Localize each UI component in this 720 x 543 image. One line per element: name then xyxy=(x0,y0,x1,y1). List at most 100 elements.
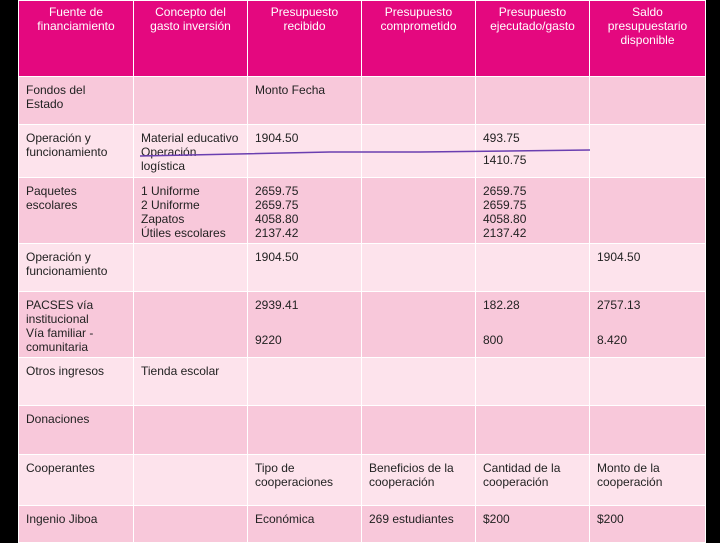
table-cell xyxy=(589,405,706,455)
table-cell xyxy=(361,124,476,178)
table-cell: Operación y funcionamiento xyxy=(18,124,134,178)
table-cell: Donaciones xyxy=(18,405,134,455)
table-cell xyxy=(133,405,248,455)
table-cell: Monto de la cooperación xyxy=(589,454,706,506)
column-header: Concepto del gasto inversión xyxy=(133,0,248,77)
cell-line: 4058.80 xyxy=(483,212,527,226)
table-row: Cooperantes Tipo de cooperaciones Benefici… xyxy=(18,454,706,506)
cell-line: 2659.75 xyxy=(255,198,299,212)
cell-line: 2137.42 xyxy=(255,226,299,240)
cell-line: Vía familiar - xyxy=(26,326,94,340)
cell-line: 2659.75 xyxy=(483,198,527,212)
table-cell xyxy=(133,291,248,358)
cell-line: logística xyxy=(141,159,186,173)
table-cell: 493.75 1410.75 xyxy=(475,124,590,178)
table-cell: $200 xyxy=(589,505,706,543)
table-cell: 2939.41 9220 xyxy=(247,291,362,358)
cell-lines: 182.28 800 xyxy=(483,298,582,351)
table-row: Ingenio Jiboa Económica 269 estudiantes $20… xyxy=(18,505,706,543)
cell-lines: Material educativo Operación logística xyxy=(141,131,240,173)
cell-line: 9220 xyxy=(255,333,282,347)
table-cell xyxy=(589,124,706,178)
table-cell xyxy=(247,357,362,406)
cell-lines: 2939.41 9220 xyxy=(255,298,354,351)
table-body: Fondos del Estado Monto Fecha Operación y … xyxy=(18,76,706,543)
cell-line: PACSES vía xyxy=(26,298,94,312)
table-cell xyxy=(361,76,476,125)
cell-lines: 493.75 1410.75 xyxy=(483,131,582,171)
cell-lines: 2757.13 8.420 xyxy=(597,298,698,351)
table-row: Paquetes escolares 1 Uniforme 2 Uniforme Za… xyxy=(18,177,706,244)
table-cell xyxy=(475,357,590,406)
table-cell xyxy=(247,405,362,455)
table-cell: Material educativo Operación logística xyxy=(133,124,248,178)
table-cell: PACSES vía institucional Vía familiar - com… xyxy=(18,291,134,358)
table-cell: 1904.50 xyxy=(247,243,362,292)
table-row: Otros ingresos Tienda escolar xyxy=(18,357,706,406)
table-row: Operación y funcionamiento 1904.50 1904.50 xyxy=(18,243,706,292)
table-cell: 1904.50 xyxy=(247,124,362,178)
column-header: Presupuesto recibido xyxy=(247,0,362,77)
column-header: Presupuesto ejecutado/gasto xyxy=(475,0,590,77)
cell-line: 2659.75 xyxy=(255,184,299,198)
cell-line: 2137.42 xyxy=(483,226,527,240)
table-cell xyxy=(475,405,590,455)
cell-line: 493.75 xyxy=(483,131,520,145)
table-cell xyxy=(361,357,476,406)
table-cell: Económica xyxy=(247,505,362,543)
table-cell xyxy=(361,243,476,292)
table-cell: $200 xyxy=(475,505,590,543)
table-cell: Cooperantes xyxy=(18,454,134,506)
cell-line: 182.28 xyxy=(483,298,520,312)
table-cell xyxy=(589,177,706,244)
cell-line: Material educativo xyxy=(141,131,239,145)
table-cell xyxy=(133,505,248,543)
cell-lines: 2659.75 2659.75 4058.80 2137.42 xyxy=(255,184,354,240)
table-cell: 2659.75 2659.75 4058.80 2137.42 xyxy=(475,177,590,244)
cell-line: 2659.75 xyxy=(483,184,527,198)
cell-line: 4058.80 xyxy=(255,212,299,226)
table-cell xyxy=(361,291,476,358)
table-cell: 269 estudiantes xyxy=(361,505,476,543)
cell-line: 1 Uniforme xyxy=(141,184,200,198)
table-cell: Fondos del Estado xyxy=(18,76,134,125)
cell-line: 2757.13 xyxy=(597,298,641,312)
table-cell: 1904.50 xyxy=(589,243,706,292)
cell-line: institucional xyxy=(26,312,89,326)
table-cell xyxy=(361,177,476,244)
budget-table: Fuente de financiamiento Concepto del gas… xyxy=(18,0,706,543)
table-cell: 2659.75 2659.75 4058.80 2137.42 xyxy=(247,177,362,244)
table-row: Fondos del Estado Monto Fecha xyxy=(18,76,706,125)
table-cell: Tienda escolar xyxy=(133,357,248,406)
cell-lines: 2659.75 2659.75 4058.80 2137.42 xyxy=(483,184,582,240)
cell-line: 2939.41 xyxy=(255,298,299,312)
table-cell: Otros ingresos xyxy=(18,357,134,406)
header-row: Fuente de financiamiento Concepto del gas… xyxy=(18,0,706,77)
table-cell: 2757.13 8.420 xyxy=(589,291,706,358)
cell-line: 1410.75 xyxy=(483,153,527,167)
cell-line: comunitaria xyxy=(26,340,89,354)
table-cell xyxy=(133,243,248,292)
column-header: Saldo presupuestario disponible xyxy=(589,0,706,77)
table-cell: 182.28 800 xyxy=(475,291,590,358)
table-cell: Operación y funcionamiento xyxy=(18,243,134,292)
cell-lines: PACSES vía institucional Vía familiar - com… xyxy=(26,298,126,354)
table-cell xyxy=(475,76,590,125)
column-header: Fuente de financiamiento xyxy=(18,0,134,77)
table-row: Operación y funcionamiento Material educa… xyxy=(18,124,706,178)
cell-line: 8.420 xyxy=(597,333,628,347)
table-cell: Cantidad de la cooperación xyxy=(475,454,590,506)
cell-line: Operación xyxy=(141,145,197,159)
cell-line: Zapatos xyxy=(141,212,185,226)
table-cell: Ingenio Jiboa xyxy=(18,505,134,543)
table-cell: Monto Fecha xyxy=(247,76,362,125)
table-cell: Tipo de cooperaciones xyxy=(247,454,362,506)
cell-lines: 1 Uniforme 2 Uniforme Zapatos Útiles escola… xyxy=(141,184,240,240)
table-cell xyxy=(133,454,248,506)
column-header: Presupuesto comprometido xyxy=(361,0,476,77)
cell-line: 2 Uniforme xyxy=(141,198,200,212)
table-cell: Beneficios de la cooperación xyxy=(361,454,476,506)
cell-line: 800 xyxy=(483,333,504,347)
table-cell xyxy=(589,76,706,125)
